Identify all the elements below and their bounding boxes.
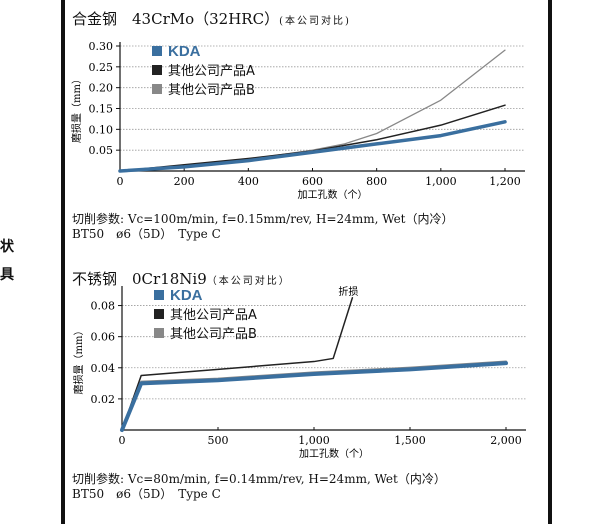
chart2-xlabel: 加工孔数（个） — [299, 447, 369, 460]
chart2-title: 不锈钢 0Cr18Ni9（本公司对比） — [72, 268, 291, 289]
chart1-conditions-line2: BT50 ø6（5D） Type C — [72, 227, 221, 241]
chart1-ytick-label: 0.20 — [89, 82, 114, 95]
chart2-conditions: 切削参数: Vc=80m/min, f=0.14mm/rev, H=24mm, … — [72, 472, 446, 502]
chart1-ytick-label: 0.25 — [89, 61, 114, 74]
chart1-conditions: 切削参数: Vc=100m/min, f=0.15mm/rev, H=24mm,… — [72, 212, 454, 242]
chart2-ytick-label: 0.04 — [91, 362, 116, 375]
chart2-title-note: （本公司对比） — [206, 276, 291, 287]
side-label-2: 具 — [0, 267, 14, 283]
chart2-xtick-label: 1,000 — [298, 434, 330, 447]
chart2-legend-swatch — [154, 309, 164, 319]
chart1-ytick-label: 0.15 — [89, 103, 114, 116]
chart1-conditions-line1: 切削参数: Vc=100m/min, f=0.15mm/rev, H=24mm,… — [72, 212, 454, 226]
chart1-series-line — [118, 120, 507, 173]
chart2-ytick-label: 0.08 — [91, 300, 116, 313]
chart1-ytick-label: 0.30 — [89, 40, 114, 53]
chart2-legend-label: 其他公司产品A — [170, 308, 257, 323]
chart2-ytick-label: 0.02 — [91, 393, 116, 406]
chart2-plot: 0.02 0.04 0.06 0.08 0 500 1,000 1,500 2,000 加工孔数（… — [72, 285, 526, 460]
chart1-xtick-label: 400 — [238, 175, 259, 188]
chart1-xtick-label: 1,200 — [489, 175, 521, 188]
chart1-title-main: 合金钢 43CrMo（32HRC） — [72, 10, 280, 28]
chart2-legend-label: 其他公司产品B — [170, 327, 257, 342]
chart1-xtick-label: 1,000 — [425, 175, 457, 188]
chart2-annotation: 折损 — [338, 285, 358, 298]
chart1-legend-label: 其他公司产品B — [168, 83, 255, 98]
chart1-title-note: (本公司对比) — [279, 16, 351, 27]
chart1-xtick-label: 200 — [174, 175, 195, 188]
chart1-legend-label: 其他公司产品A — [168, 64, 255, 79]
chart1-xtick-label: 600 — [302, 175, 323, 188]
chart1-legend-label: KDA — [168, 43, 201, 60]
chart1-ytick-label: 0.10 — [89, 123, 114, 136]
chart2-conditions-line2: BT50 ø6（5D） Type C — [72, 487, 221, 501]
chart1-plot: 0.05 0.10 0.15 0.20 0.25 0.30 0 200 400 600 800 1,0… — [70, 40, 525, 201]
chart1-xtick-label: 800 — [366, 175, 387, 188]
chart1-ylabel: 磨损量（mm） — [70, 74, 83, 143]
left-frame-line — [61, 0, 65, 524]
chart1-legend-swatch — [152, 46, 162, 56]
right-frame-line — [548, 0, 552, 524]
chart1-ytick-label: 0.05 — [89, 144, 114, 157]
chart2-series-line — [120, 361, 508, 432]
chart1-series-line — [119, 104, 506, 172]
chart2-xtick-label: 2,000 — [490, 434, 522, 447]
chart2-ytick-label: 0.06 — [91, 331, 116, 344]
chart2-legend-label: KDA — [170, 287, 203, 304]
chart1-legend-swatch — [152, 65, 162, 75]
chart2-legend-swatch — [154, 290, 164, 300]
chart1-xtick-label: 0 — [117, 175, 124, 188]
chart2-xtick-label: 1,500 — [394, 434, 426, 447]
chart2-ylabel: 磨损量（mm） — [72, 326, 85, 395]
chart2-title-main: 不锈钢 0Cr18Ni9 — [72, 270, 207, 288]
chart2-xtick-label: 500 — [208, 434, 229, 447]
chart2-conditions-line1: 切削参数: Vc=80m/min, f=0.14mm/rev, H=24mm, … — [72, 472, 446, 486]
chart2-xtick-label: 0 — [119, 434, 126, 447]
chart1-title: 合金钢 43CrMo（32HRC）(本公司对比) — [72, 8, 351, 29]
side-label-1: 状 — [0, 239, 14, 255]
chart2-series-line — [121, 297, 354, 431]
chart1-legend-swatch — [152, 84, 162, 94]
chart2-legend-swatch — [154, 328, 164, 338]
chart1-xlabel: 加工孔数（个） — [298, 188, 368, 201]
